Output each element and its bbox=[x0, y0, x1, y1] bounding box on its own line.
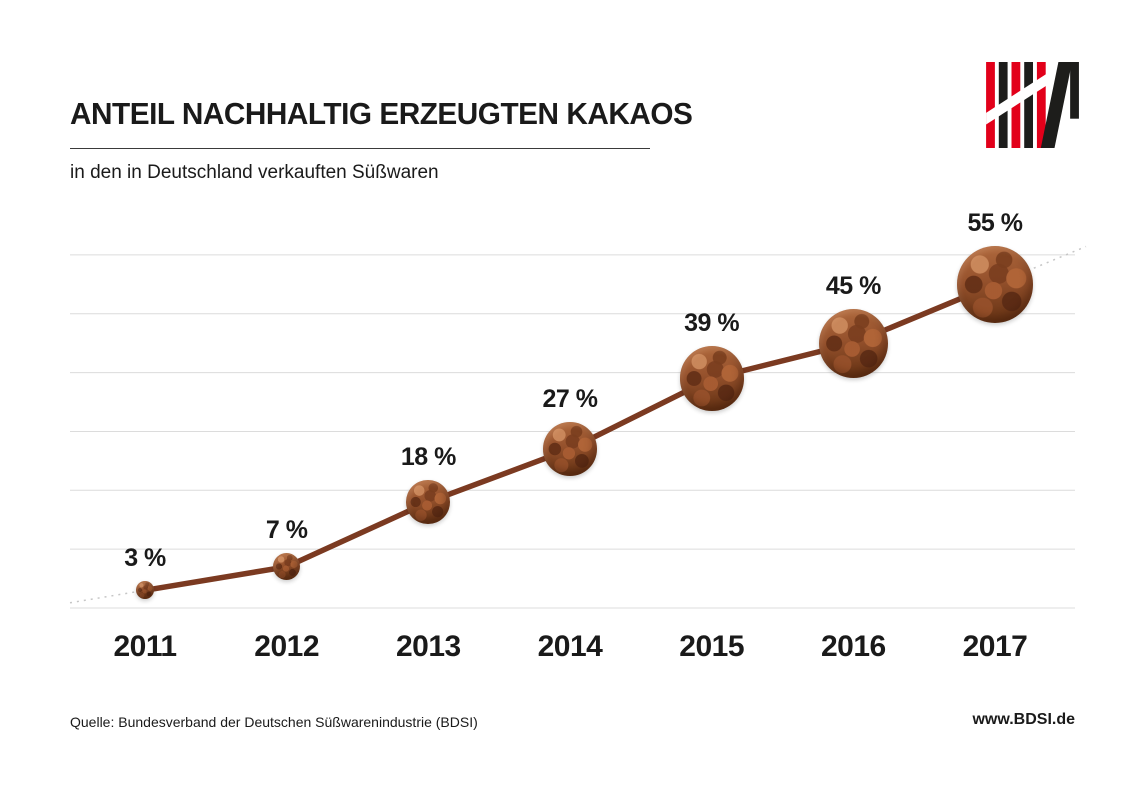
bdsi-logo bbox=[986, 62, 1079, 148]
logo-check bbox=[1040, 62, 1073, 148]
value-label-2014: 27 % bbox=[542, 385, 598, 414]
data-point-2013 bbox=[406, 480, 451, 524]
x-axis-label-2011: 2011 bbox=[113, 630, 177, 663]
source-note: Quelle: Bundesverband der Deutschen Süßw… bbox=[70, 714, 478, 730]
x-axis-label-2012: 2012 bbox=[254, 630, 320, 663]
trend-extension-right bbox=[994, 245, 1087, 285]
logo-bar bbox=[1070, 62, 1079, 119]
x-axis-label-2017: 2017 bbox=[962, 630, 1028, 663]
logo-bar bbox=[1036, 62, 1046, 148]
logo-notch bbox=[986, 73, 1047, 125]
x-axis-label-2014: 2014 bbox=[537, 630, 603, 663]
logo-bar bbox=[1024, 62, 1033, 148]
title-divider bbox=[70, 148, 650, 149]
trend-extension-left bbox=[69, 589, 146, 604]
value-label-2012: 7 % bbox=[265, 516, 308, 545]
x-axis-label-2015: 2015 bbox=[679, 630, 745, 663]
value-label-2016: 45 % bbox=[825, 271, 881, 300]
x-axis-label-2013: 2013 bbox=[395, 630, 461, 663]
data-point-2016 bbox=[818, 308, 888, 378]
value-label-2011: 3 % bbox=[124, 544, 166, 573]
value-label-2013: 18 % bbox=[400, 443, 456, 472]
page-title: ANTEIL NACHHALTIG ERZEUGTEN KAKAOS bbox=[70, 96, 693, 131]
logo-bar bbox=[986, 62, 995, 148]
value-label-2015: 39 % bbox=[684, 309, 740, 338]
data-point-2012 bbox=[273, 553, 301, 581]
page-subtitle: in den in Deutschland verkauften Süßware… bbox=[70, 162, 439, 183]
data-point-2017 bbox=[956, 246, 1034, 323]
data-point-2015 bbox=[679, 346, 744, 411]
x-axis-label-2016: 2016 bbox=[820, 630, 886, 663]
data-point-2014 bbox=[543, 422, 597, 476]
value-label-2017: 55 % bbox=[967, 209, 1023, 238]
data-point-2011 bbox=[136, 581, 154, 600]
website-url: www.BDSI.de bbox=[972, 711, 1075, 728]
